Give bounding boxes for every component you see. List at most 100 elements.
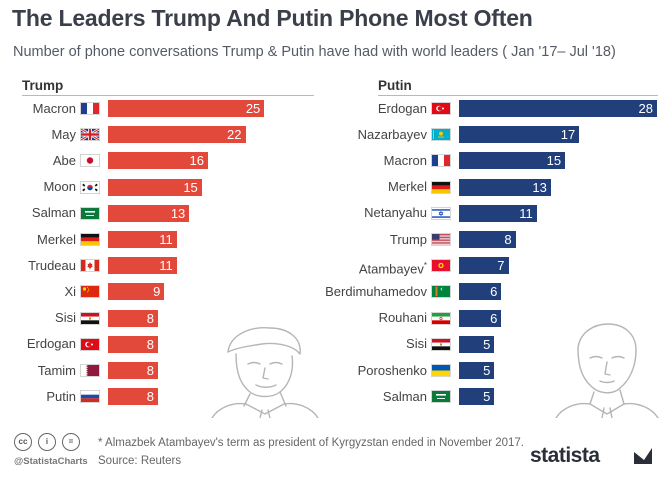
putin-bar-value-label: 6 (490, 284, 498, 300)
putin-category-label: Macron (383, 152, 427, 168)
chart-title: The Leaders Trump And Putin Phone Most O… (12, 5, 533, 31)
trump-portrait (211, 327, 319, 418)
trump-bar (108, 204, 190, 222)
trump-category-label: Putin (46, 388, 76, 404)
israel-flag-icon (431, 206, 451, 220)
south-korea-flag-icon (80, 180, 100, 194)
france-flag-icon (80, 102, 100, 115)
trump-category-label: Erdogan (26, 336, 76, 352)
putin-bar-value-label: 17 (560, 127, 576, 143)
trump-bar (108, 309, 158, 327)
germany-flag-icon (80, 233, 100, 246)
saudi-arabia-flag-icon (80, 206, 100, 220)
trump-bar-value-label: 15 (183, 179, 198, 195)
egypt-flag-icon (431, 337, 451, 351)
trump-bar (108, 100, 265, 117)
trump-bar-value-label: 8 (146, 336, 154, 352)
trump-bar-value-label: 16 (189, 153, 204, 169)
source-note: Source: Reuters (98, 455, 182, 467)
putin-bar (459, 388, 495, 406)
uk-flag-icon (80, 128, 100, 142)
trump-bar (108, 335, 158, 353)
putin-bar (459, 309, 502, 327)
turkmenistan-flag-icon (431, 285, 451, 299)
putin-bar-value-label: 5 (483, 363, 491, 378)
putin-category-label: Merkel (387, 179, 427, 195)
trump-category-label: Macron (32, 100, 76, 116)
saudi-arabia-flag-icon (431, 390, 451, 404)
putin-category-label: Trump (389, 231, 427, 247)
putin-category-label: Poroshenko (357, 362, 427, 378)
putin-bar (459, 178, 551, 196)
turkey-flag-icon (431, 102, 451, 115)
trump-bar (108, 231, 177, 248)
egypt-flag-icon (80, 311, 100, 325)
france-flag-icon (431, 154, 451, 168)
iran-flag-icon (431, 311, 451, 325)
putin-panel-rule (378, 95, 658, 96)
putin-bar-value-label: 5 (483, 389, 491, 405)
statista-handle: @StatistaCharts (14, 456, 88, 467)
putin-category-label: Atambayev* (358, 260, 427, 277)
ukraine-flag-icon (431, 364, 451, 377)
putin-bar-value-label: 8 (504, 232, 512, 247)
canada-flag-icon (80, 259, 100, 273)
trump-bar-value-label: 8 (146, 310, 154, 326)
nd-icon: = (62, 433, 80, 451)
kyrgyzstan-flag-icon (431, 259, 451, 273)
trump-bar (108, 152, 208, 170)
trump-panel-title: Trump (22, 78, 64, 93)
trump-bar-value-label: 25 (245, 101, 261, 116)
putin-category-label: Netanyahu (364, 205, 427, 221)
usa-flag-icon (431, 233, 451, 246)
turkey-flag-icon (80, 337, 100, 351)
trump-bar-value-label: 8 (146, 389, 154, 405)
trump-bar-value-label: 9 (153, 284, 161, 300)
putin-bar (459, 204, 537, 222)
germany-flag-icon (431, 180, 451, 194)
putin-panel-title: Putin (378, 78, 412, 93)
kazakhstan-flag-icon (431, 128, 451, 142)
trump-category-label: Trudeau (28, 257, 76, 273)
japan-flag-icon (80, 154, 100, 168)
trump-bar (108, 283, 165, 301)
qatar-flag-icon (80, 364, 100, 377)
trump-category-label: Sisi (55, 310, 76, 326)
putin-category-note: * (423, 260, 427, 270)
putin-portrait (555, 323, 659, 418)
trump-bar (108, 362, 158, 379)
trump-bar (108, 388, 158, 406)
trump-category-label: Salman (31, 205, 76, 221)
trump-bar-value-label: 11 (159, 232, 173, 247)
chart-subtitle: Number of phone conversations Trump & Pu… (13, 44, 616, 60)
putin-bar-value-label: 13 (532, 179, 547, 195)
putin-bar (459, 283, 502, 301)
cc-icon: cc (14, 433, 32, 451)
putin-category-label: Sisi (406, 336, 427, 352)
trump-category-label: Moon (43, 179, 76, 195)
trump-category-label: Xi (64, 283, 76, 299)
putin-bar (459, 362, 495, 379)
trump-category-label: Abe (52, 152, 76, 168)
putin-bar (459, 126, 580, 144)
russia-flag-icon (80, 390, 100, 404)
putin-category-label: Erdogan (377, 100, 427, 116)
putin-bar (459, 152, 566, 170)
putin-category-label: Nazarbayev (357, 126, 427, 142)
trump-bar-value-label: 13 (170, 205, 186, 221)
trump-category-label: May (51, 126, 76, 142)
putin-category-label: Rouhani (378, 310, 427, 326)
putin-bar-value-label: 7 (497, 258, 505, 274)
trump-category-label: Tamim (37, 362, 76, 378)
trump-bar-value-label: 8 (146, 363, 154, 378)
trump-bar-value-label: 11 (159, 258, 173, 274)
putin-bar-value-label: 5 (483, 336, 491, 352)
putin-bar-value-label: 11 (519, 205, 533, 221)
trump-bar (108, 126, 246, 144)
trump-bar (108, 178, 202, 196)
trump-bar (108, 257, 177, 275)
putin-category-label: Salman (382, 388, 427, 404)
putin-bar (459, 100, 657, 117)
statista-logo-icon (634, 448, 652, 464)
putin-bar (459, 257, 509, 275)
